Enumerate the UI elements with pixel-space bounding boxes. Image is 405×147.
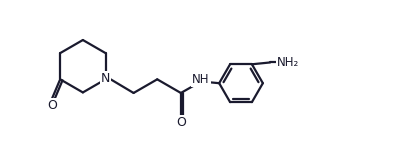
Text: O: O bbox=[175, 116, 185, 129]
Text: NH₂: NH₂ bbox=[277, 56, 299, 69]
Text: N: N bbox=[100, 72, 110, 85]
Text: O: O bbox=[47, 99, 57, 112]
Text: NH: NH bbox=[192, 73, 209, 86]
